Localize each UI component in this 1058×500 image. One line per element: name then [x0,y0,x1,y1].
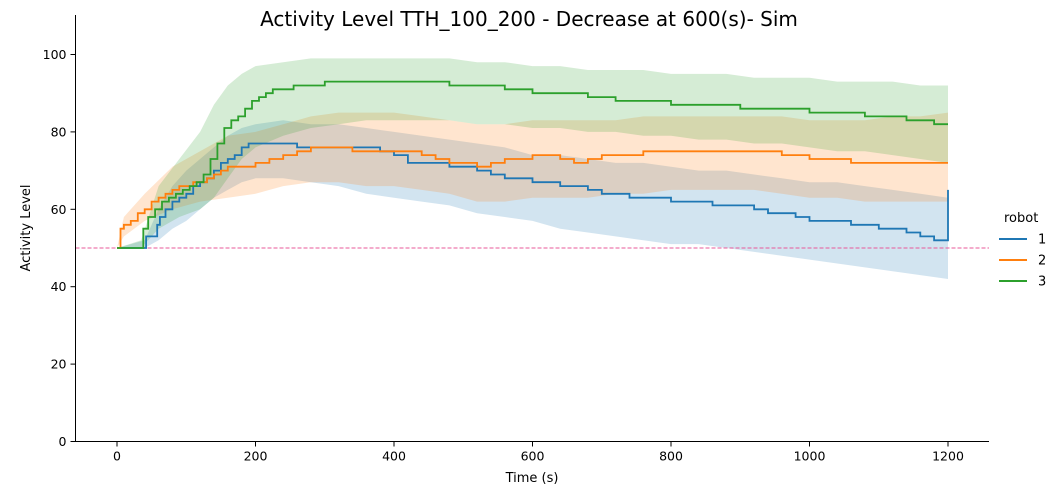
legend-title: robot [1004,211,1038,226]
legend-items: 1 2 3 [999,233,1046,290]
x-tick-label: 0 [113,449,121,464]
y-ticks: 0 20 40 60 80 100 [43,47,76,449]
x-ticks: 0 200 400 600 800 1000 1200 [113,441,964,464]
legend: robot 1 2 3 [999,211,1046,290]
legend-label-robot-3: 3 [1038,275,1046,290]
chart-title: Activity Level TTH_100_200 - Decrease at… [260,7,798,31]
y-tick-label: 20 [51,357,67,372]
series-lines [117,80,949,249]
y-tick-label: 40 [51,279,67,294]
series-line-robot-1 [117,142,949,249]
x-tick-label: 800 [659,449,683,464]
y-tick-label: 100 [43,47,67,62]
y-tick-label: 60 [51,202,67,217]
x-tick-label: 1200 [932,449,964,464]
legend-label-robot-1: 1 [1038,233,1046,248]
y-tick-label: 80 [51,124,67,139]
series-line-robot-2 [117,146,948,249]
x-tick-label: 400 [382,449,406,464]
x-tick-label: 200 [244,449,268,464]
y-tick-label: 0 [59,434,67,449]
x-tick-label: 600 [521,449,545,464]
x-axis-label: Time (s) [505,471,559,486]
confidence-band-robot-1 [117,120,948,279]
y-axis-label: Activity Level [19,184,34,271]
series-line-robot-3 [117,80,948,249]
legend-label-robot-2: 2 [1038,254,1046,269]
x-tick-label: 1000 [794,449,826,464]
